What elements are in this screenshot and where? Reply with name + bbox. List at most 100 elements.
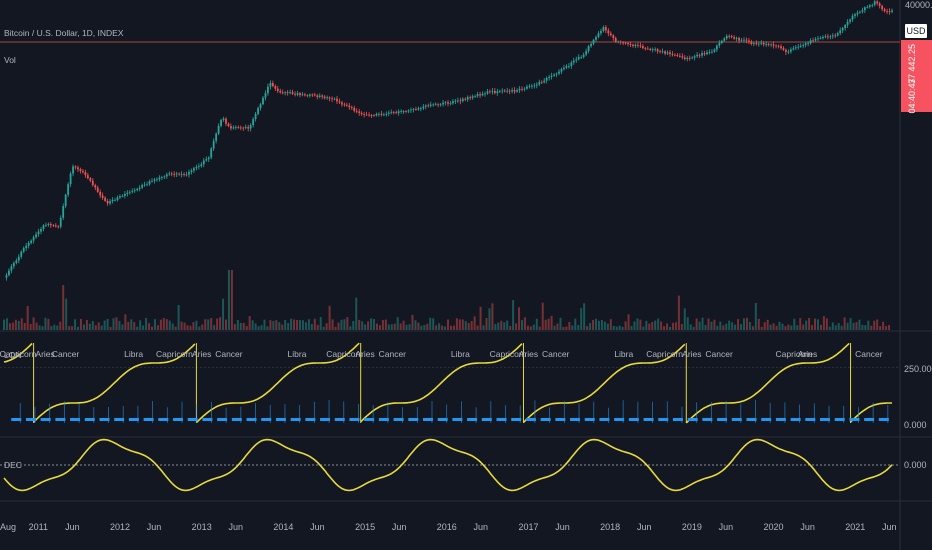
candle-body [168, 173, 171, 175]
candle-body [131, 191, 134, 192]
candle-body [257, 108, 259, 114]
candle-body [390, 112, 393, 113]
volume-bar [805, 320, 808, 330]
dec-panel-label[interactable]: DEC [4, 460, 22, 470]
candle-body [878, 3, 881, 6]
volume-bar [124, 314, 127, 330]
volume-bar [118, 320, 121, 330]
candle-body [873, 1, 876, 5]
candle-body [239, 127, 242, 129]
volume-bar [130, 319, 133, 330]
lon-marker [187, 418, 198, 421]
candle-body [79, 169, 82, 172]
volume-bar [310, 324, 313, 330]
volume-label[interactable]: Vol [4, 55, 16, 65]
candle-body [279, 91, 282, 93]
candle-body [538, 82, 541, 85]
volume-bar [213, 325, 216, 330]
candle-body [417, 108, 420, 110]
volume-bar [677, 295, 680, 330]
volume-bar [666, 323, 669, 330]
candle-body [331, 98, 333, 100]
candle-body [817, 38, 819, 40]
symbol-title[interactable]: Bitcoin / U.S. Dollar, 1D, INDEX [4, 28, 124, 38]
volume-bar [156, 325, 159, 330]
candle-body [323, 96, 326, 99]
candle-body [123, 193, 126, 196]
volume-bar [769, 324, 772, 330]
volume-bar [14, 319, 17, 330]
candle-body [328, 97, 331, 99]
volume-bar [831, 322, 834, 330]
volume-bar [550, 315, 553, 330]
candle-body [595, 37, 597, 40]
candle-body [819, 38, 822, 39]
candle-body [701, 53, 703, 56]
candle-body [646, 48, 649, 50]
candle-body [789, 49, 792, 52]
volume-bar [645, 320, 648, 330]
lon-marker [25, 418, 36, 421]
candle-body [661, 51, 664, 53]
time-axis-tick: Jun [474, 522, 489, 532]
candle-body [427, 105, 430, 107]
volume-bar [600, 319, 603, 330]
sign-label: Aries [682, 349, 701, 359]
candle-body [101, 195, 104, 198]
volume-bar [136, 326, 139, 330]
volume-bar [408, 324, 411, 330]
volume-bar [245, 325, 248, 330]
volume-bar [802, 324, 805, 330]
lon-marker [114, 418, 125, 421]
volume-bar [390, 324, 393, 330]
lon-marker [658, 418, 669, 421]
lon-marker [378, 418, 389, 421]
candle-body [590, 43, 592, 47]
candle-body [755, 43, 758, 45]
volume-bar [438, 323, 441, 330]
volume-bar [387, 324, 390, 330]
candle-body [518, 88, 521, 91]
candle-body [526, 86, 528, 89]
candle-body [27, 242, 30, 246]
volume-bar [361, 321, 364, 330]
candle-body [471, 96, 474, 98]
volume-bar [609, 319, 612, 330]
candle-body [12, 262, 15, 267]
volume-bar [204, 319, 207, 330]
time-axis[interactable]: Aug 2011 Jun 2012 Jun 2013 Jun 2014 Jun 2015 Jun 20… [0, 522, 897, 532]
volume-bar [358, 319, 361, 330]
currency-button-bg[interactable] [905, 24, 927, 38]
candle-body [30, 240, 33, 243]
candle-body [676, 55, 679, 56]
candle-body [254, 113, 257, 120]
candle-body [464, 98, 467, 100]
candle-body [299, 93, 301, 96]
candle-body [474, 96, 477, 97]
volume-bar [62, 285, 65, 330]
volume-bar [414, 320, 417, 330]
candle-body [269, 82, 272, 87]
lon-marker [731, 418, 742, 421]
volume-bar [787, 324, 790, 330]
volume-bar [168, 320, 171, 330]
candle-body [553, 74, 555, 76]
candle-body [528, 85, 531, 87]
candle-body [126, 192, 129, 194]
candle-body [156, 179, 158, 181]
candle-body [607, 30, 610, 34]
candle-body [563, 67, 565, 70]
candle-body [54, 225, 57, 227]
candle-body [49, 223, 52, 226]
volume-bar [322, 326, 325, 330]
volume-bar [843, 317, 846, 330]
volume-bar [100, 325, 103, 330]
candle-body [760, 42, 763, 44]
candle-body [210, 148, 213, 158]
candle-body [715, 45, 718, 50]
currency-button[interactable]: USD [906, 26, 926, 36]
candle-body [173, 174, 176, 175]
lon-panel-label[interactable]: LON [4, 350, 21, 360]
candle-body [316, 95, 319, 97]
candle-body [410, 109, 412, 111]
